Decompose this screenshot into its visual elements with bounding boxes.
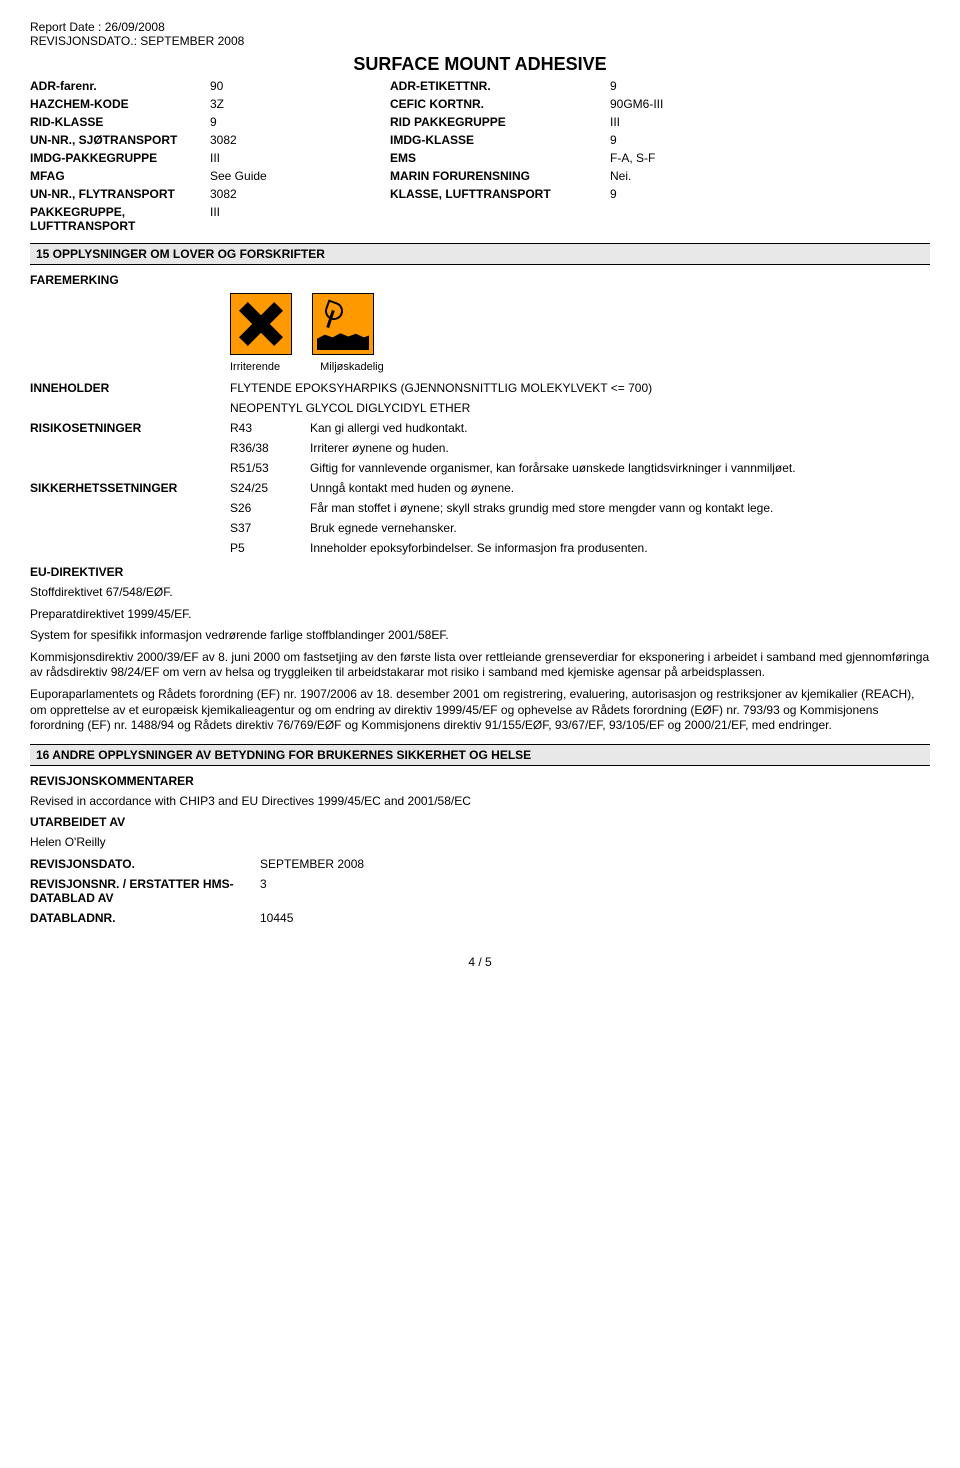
phrase-code: R51/53: [230, 461, 310, 475]
eu-direktiver-label: EU-DIREKTIVER: [30, 565, 930, 579]
transport-label: EMS: [390, 151, 610, 165]
transport-value: 90GM6-III: [610, 97, 770, 111]
faremerking-label: FAREMERKING: [30, 273, 930, 287]
transport-label: HAZCHEM-KODE: [30, 97, 210, 111]
rev-label: REVISJONSNR. / ERSTATTER HMS-DATABLAD AV: [30, 877, 260, 905]
rev-value: 3: [260, 877, 930, 905]
report-date-value: 26/09/2008: [105, 20, 165, 34]
transport-label: CEFIC KORTNR.: [390, 97, 610, 111]
phrase-code: R43: [230, 421, 310, 435]
env-caption: Miljøskadelig: [320, 361, 384, 373]
phrase-text: Får man stoffet i øynene; skyll straks g…: [310, 501, 930, 515]
transport-label: MARIN FORURENSNING: [390, 169, 610, 183]
transport-label: RID PAKKEGRUPPE: [390, 115, 610, 129]
table-label: [30, 501, 230, 515]
paragraph: System for spesifikk informasjon vedrøre…: [30, 628, 930, 644]
transport-value: See Guide: [210, 169, 390, 183]
phrase-code: S24/25: [230, 481, 310, 495]
rev-comments-label: REVISJONSKOMMENTARER: [30, 774, 930, 788]
phrase-text: Inneholder epoksyforbindelser. Se inform…: [310, 541, 930, 555]
transport-label: IMDG-PAKKEGRUPPE: [30, 151, 210, 165]
transport-value: 9: [210, 115, 390, 129]
transport-label: MFAG: [30, 169, 210, 183]
inneholder-line: NEOPENTYL GLYCOL DIGLYCIDYL ETHER: [230, 401, 930, 415]
transport-value: 3082: [210, 187, 390, 201]
phrase-code: P5: [230, 541, 310, 555]
table-label: [30, 541, 230, 555]
irritant-caption: Irriterende: [230, 361, 280, 373]
phrase-code: S26: [230, 501, 310, 515]
transport-value: 90: [210, 79, 390, 93]
env-hazard-icon: [312, 293, 374, 355]
table-label: SIKKERHETSSETNINGER: [30, 481, 230, 495]
transport-label: KLASSE, LUFTTRANSPORT: [390, 187, 610, 201]
transport-value: III: [210, 151, 390, 165]
transport-label: RID-KLASSE: [30, 115, 210, 129]
transport-label: UN-NR., FLYTRANSPORT: [30, 187, 210, 201]
risk-table: INNEHOLDERFLYTENDE EPOKSYHARPIKS (GJENNO…: [30, 381, 930, 555]
phrase-text: Bruk egnede vernehansker.: [310, 521, 930, 535]
transport-value: 9: [610, 187, 770, 201]
transport-value: 3082: [210, 133, 390, 147]
page-title: SURFACE MOUNT ADHESIVE: [30, 54, 930, 75]
report-date-label: Report Date :: [30, 20, 105, 34]
table-label: [30, 441, 230, 455]
eu-paragraphs: Stoffdirektivet 67/548/EØF. Preparatdirek…: [30, 585, 930, 734]
transport-label: PAKKEGRUPPE, LUFTTRANSPORT: [30, 205, 210, 233]
table-label: [30, 521, 230, 535]
phrase-code: R36/38: [230, 441, 310, 455]
page-footer: 4 / 5: [30, 955, 930, 969]
paragraph: Stoffdirektivet 67/548/EØF.: [30, 585, 930, 601]
rev-value: SEPTEMBER 2008: [260, 857, 930, 871]
table-label: [30, 401, 230, 415]
transport-value: 9: [610, 133, 770, 147]
transport-label: UN-NR., SJØTRANSPORT: [30, 133, 210, 147]
rev-grid: REVISJONSDATO.SEPTEMBER 2008REVISJONSNR.…: [30, 857, 930, 925]
paragraph: Euporaparlamentets og Rådets forordning …: [30, 687, 930, 734]
transport-value: III: [210, 205, 390, 233]
irritant-icon: [230, 293, 292, 355]
rev-value: 10445: [260, 911, 930, 925]
section-15-header: 15 OPPLYSNINGER OM LOVER OG FORSKRIFTER: [30, 243, 930, 265]
phrase-text: Kan gi allergi ved hudkontakt.: [310, 421, 930, 435]
paragraph: Kommisjonsdirektiv 2000/39/EF av 8. juni…: [30, 650, 930, 681]
rev-label: REVISJONSDATO.: [30, 857, 260, 871]
phrase-text: Giftig for vannlevende organismer, kan f…: [310, 461, 930, 475]
rev-date-label: REVISJONSDATO.:: [30, 34, 140, 48]
inneholder-line: FLYTENDE EPOKSYHARPIKS (GJENNONSNITTLIG …: [230, 381, 930, 395]
phrase-text: Irriterer øynene og huden.: [310, 441, 930, 455]
transport-value: 9: [610, 79, 770, 93]
transport-value: [610, 205, 770, 233]
rev-label: DATABLADNR.: [30, 911, 260, 925]
transport-label: [390, 205, 610, 233]
transport-value: III: [610, 115, 770, 129]
phrase-text: Unngå kontakt med huden og øynene.: [310, 481, 930, 495]
table-label: RISIKOSETNINGER: [30, 421, 230, 435]
transport-value: F-A, S-F: [610, 151, 770, 165]
transport-label: ADR-farenr.: [30, 79, 210, 93]
table-label: INNEHOLDER: [30, 381, 230, 395]
utarbeidet-value: Helen O'Reilly: [30, 835, 930, 851]
rev-comments-text: Revised in accordance with CHIP3 and EU …: [30, 794, 930, 810]
transport-label: ADR-ETIKETTNR.: [390, 79, 610, 93]
paragraph: Preparatdirektivet 1999/45/EF.: [30, 607, 930, 623]
phrase-code: S37: [230, 521, 310, 535]
transport-label: IMDG-KLASSE: [390, 133, 610, 147]
utarbeidet-label: UTARBEIDET AV: [30, 815, 930, 829]
table-label: [30, 461, 230, 475]
transport-value: 3Z: [210, 97, 390, 111]
section-16-header: 16 ANDRE OPPLYSNINGER AV BETYDNING FOR B…: [30, 744, 930, 766]
rev-date-value: SEPTEMBER 2008: [140, 34, 244, 48]
transport-value: Nei.: [610, 169, 770, 183]
transport-grid: ADR-farenr.90ADR-ETIKETTNR.9HAZCHEM-KODE…: [30, 79, 930, 233]
